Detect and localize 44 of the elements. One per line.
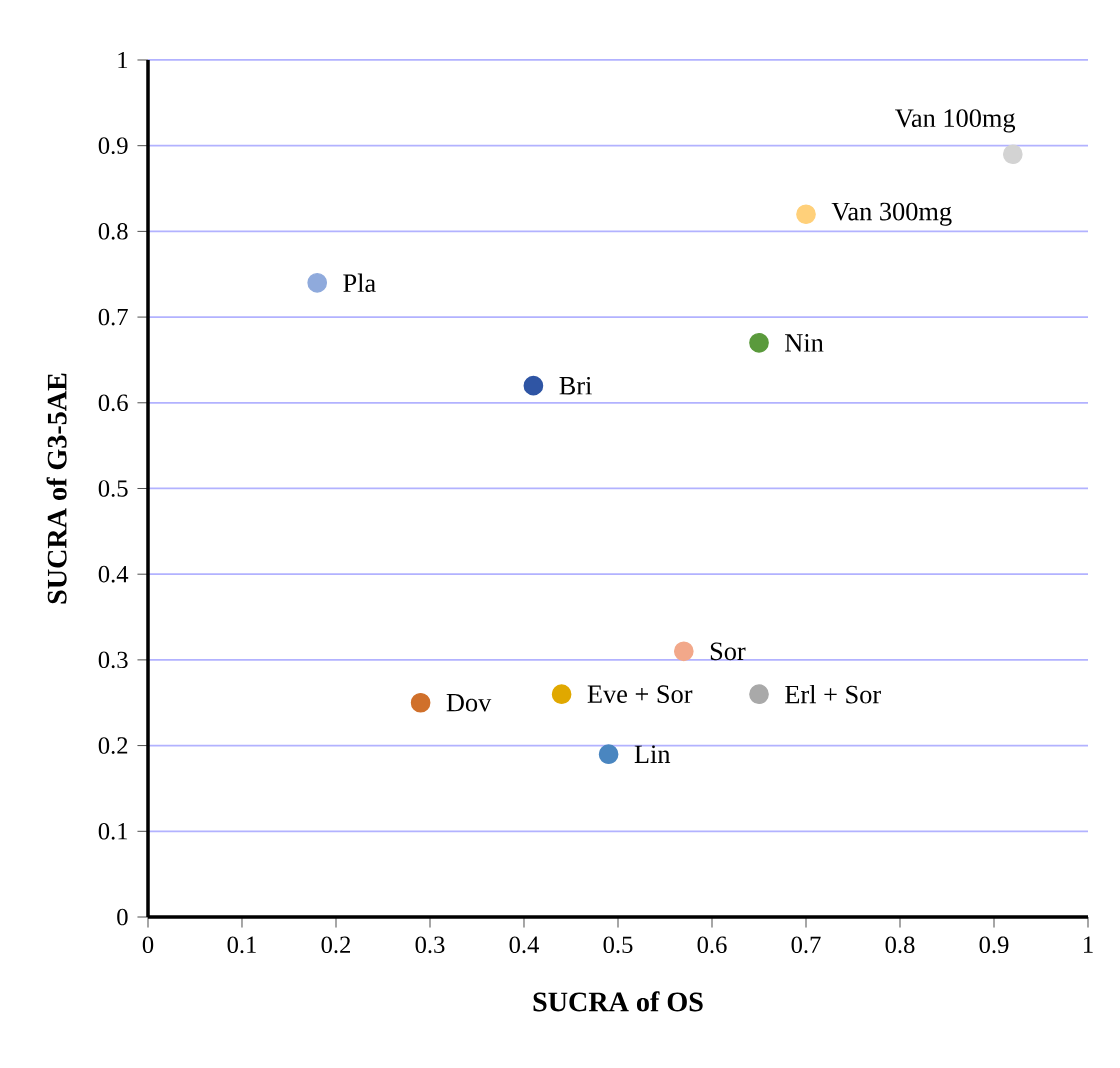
y-tick-label: 0.1 — [98, 822, 128, 840]
x-tick-label: 0.7 — [791, 936, 821, 954]
x-axis-title: SUCRA of OS — [533, 991, 703, 1012]
point — [551, 684, 572, 705]
y-tick-label: 0.9 — [98, 137, 128, 155]
y-tick-label: 0.5 — [98, 480, 128, 497]
series-label: Erl + Sor — [785, 684, 881, 704]
x-tick-label: 0.6 — [697, 936, 727, 954]
point — [673, 641, 694, 662]
y-tick-label: 0 — [117, 908, 128, 926]
series-label: Eve + Sor — [587, 685, 693, 704]
series-label: Lin — [634, 745, 671, 763]
point — [307, 272, 328, 293]
x-tick-label: 0.4 — [509, 936, 539, 954]
series-label: Dov — [446, 693, 492, 712]
x-tick-label: 0.3 — [415, 936, 445, 954]
series-label: Sor — [710, 642, 746, 661]
x-tick-label: 0.8 — [885, 936, 915, 954]
y-tick-label: 0.7 — [98, 308, 128, 326]
x-tick-label: 0.1 — [227, 936, 256, 954]
y-tick-label: 0.6 — [98, 394, 128, 412]
point — [749, 684, 769, 705]
point — [796, 204, 816, 225]
y-tick-label: 0.3 — [98, 651, 128, 669]
point — [749, 332, 769, 353]
series-label: Van 100mg — [895, 109, 1016, 133]
x-tick-label: 0.2 — [321, 936, 350, 954]
x-tick-label: 0 — [142, 936, 154, 954]
y-tick-label: 0.4 — [98, 565, 129, 583]
point — [598, 744, 619, 765]
x-tick-label: 1 — [1084, 936, 1093, 953]
point — [1002, 144, 1023, 165]
series-label: Pla — [343, 273, 376, 293]
y-tick-label: 0.2 — [98, 737, 128, 754]
y-axis-title: SUCRA of G3-5AE — [46, 373, 67, 604]
x-tick-label: 0.9 — [979, 936, 1009, 954]
series-label: Van 300mg — [831, 202, 952, 226]
x-tick-label: 0.5 — [603, 936, 633, 954]
series-label: Nin — [785, 334, 824, 352]
series-label: Bri — [559, 376, 592, 395]
y-tick-label: 1 — [118, 51, 128, 69]
point — [410, 692, 431, 713]
y-tick-label: 0.8 — [98, 223, 128, 240]
point — [523, 375, 544, 396]
